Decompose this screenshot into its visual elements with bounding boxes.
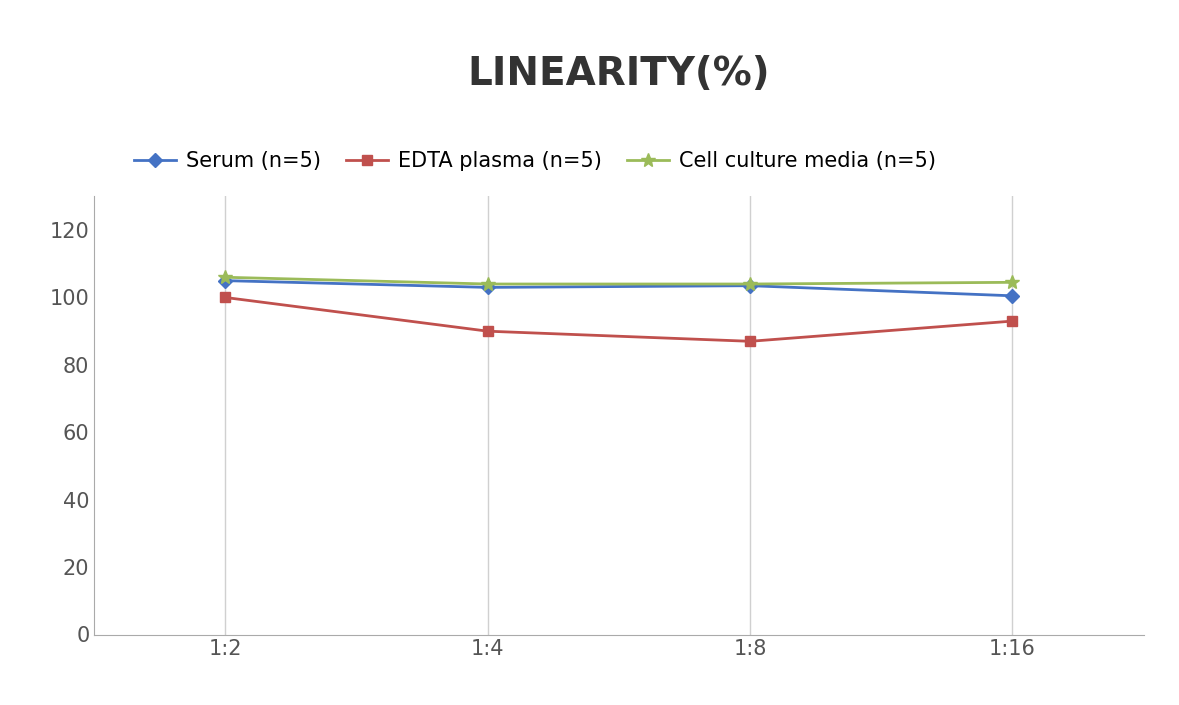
- EDTA plasma (n=5): [481, 327, 495, 336]
- EDTA plasma (n=5): [218, 293, 232, 302]
- Text: LINEARITY(%): LINEARITY(%): [468, 55, 770, 93]
- Cell culture media (n=5): [743, 280, 757, 288]
- Cell culture media (n=5): [218, 273, 232, 281]
- EDTA plasma (n=5): [743, 337, 757, 345]
- Serum (n=5): [481, 283, 495, 292]
- Serum (n=5): [743, 281, 757, 290]
- Cell culture media (n=5): [481, 280, 495, 288]
- Line: EDTA plasma (n=5): EDTA plasma (n=5): [220, 293, 1017, 346]
- Line: Serum (n=5): Serum (n=5): [220, 276, 1017, 300]
- Serum (n=5): [218, 276, 232, 285]
- Legend: Serum (n=5), EDTA plasma (n=5), Cell culture media (n=5): Serum (n=5), EDTA plasma (n=5), Cell cul…: [126, 143, 944, 180]
- Cell culture media (n=5): [1006, 278, 1020, 286]
- EDTA plasma (n=5): [1006, 317, 1020, 325]
- Line: Cell culture media (n=5): Cell culture media (n=5): [218, 270, 1020, 291]
- Serum (n=5): [1006, 292, 1020, 300]
